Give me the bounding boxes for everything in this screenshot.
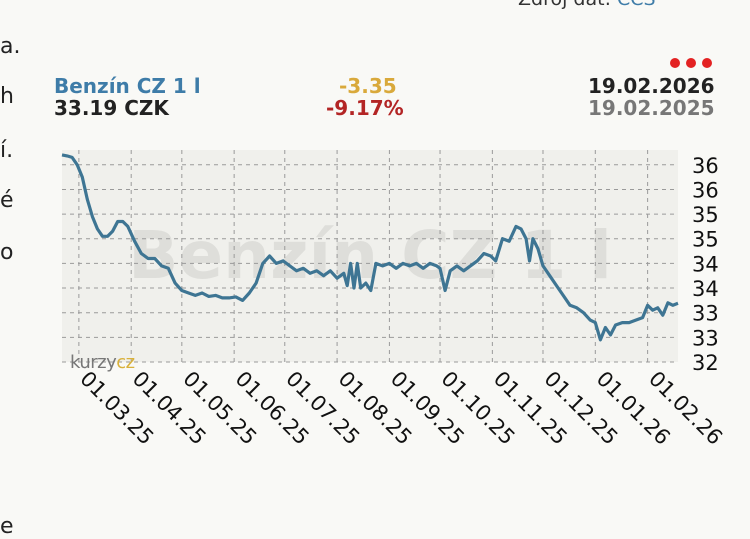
edge-text-4: é bbox=[0, 188, 14, 213]
edge-text-3: í. bbox=[0, 138, 14, 163]
edge-text-2: h bbox=[0, 84, 14, 109]
y-tick-label: 36 bbox=[692, 154, 719, 178]
y-tick-label: 32 bbox=[692, 351, 719, 375]
menu-dot bbox=[686, 58, 696, 68]
data-source-label: Zdroj dat: bbox=[518, 0, 611, 10]
y-tick-label: 33 bbox=[692, 302, 719, 326]
more-menu-icon[interactable] bbox=[670, 58, 712, 68]
y-tick-label: 35 bbox=[692, 228, 719, 252]
change-absolute: -3.35 bbox=[339, 74, 397, 98]
y-tick-label: 36 bbox=[692, 178, 719, 202]
menu-dot bbox=[702, 58, 712, 68]
edge-text-1: a. bbox=[0, 34, 21, 59]
instrument-name: Benzín CZ 1 l bbox=[54, 74, 201, 98]
plot-area bbox=[62, 150, 678, 362]
date-current: 19.02.2026 bbox=[588, 74, 715, 98]
logo-part-2: cz bbox=[116, 352, 135, 373]
series-line bbox=[61, 153, 679, 342]
menu-dot bbox=[670, 58, 680, 68]
y-tick-label: 35 bbox=[692, 203, 719, 227]
date-previous: 19.02.2025 bbox=[588, 96, 715, 120]
data-source-link[interactable]: CCS bbox=[617, 0, 656, 10]
edge-text-6: e bbox=[0, 514, 14, 539]
kurzy-logo: kurzycz bbox=[70, 352, 135, 373]
data-source: Zdroj dat: CCS bbox=[518, 0, 656, 10]
y-tick-label: 34 bbox=[692, 252, 719, 276]
change-percent: -9.17% bbox=[326, 96, 404, 120]
logo-part-1: kurzy bbox=[70, 352, 117, 373]
y-tick-label: 34 bbox=[692, 277, 719, 301]
x-axis-ticks: 01.03.2501.04.2501.05.2501.06.2501.07.25… bbox=[75, 367, 727, 450]
y-tick-label: 33 bbox=[692, 326, 719, 350]
edge-text-5: o bbox=[0, 240, 14, 265]
current-value: 33.19 CZK bbox=[54, 96, 169, 120]
